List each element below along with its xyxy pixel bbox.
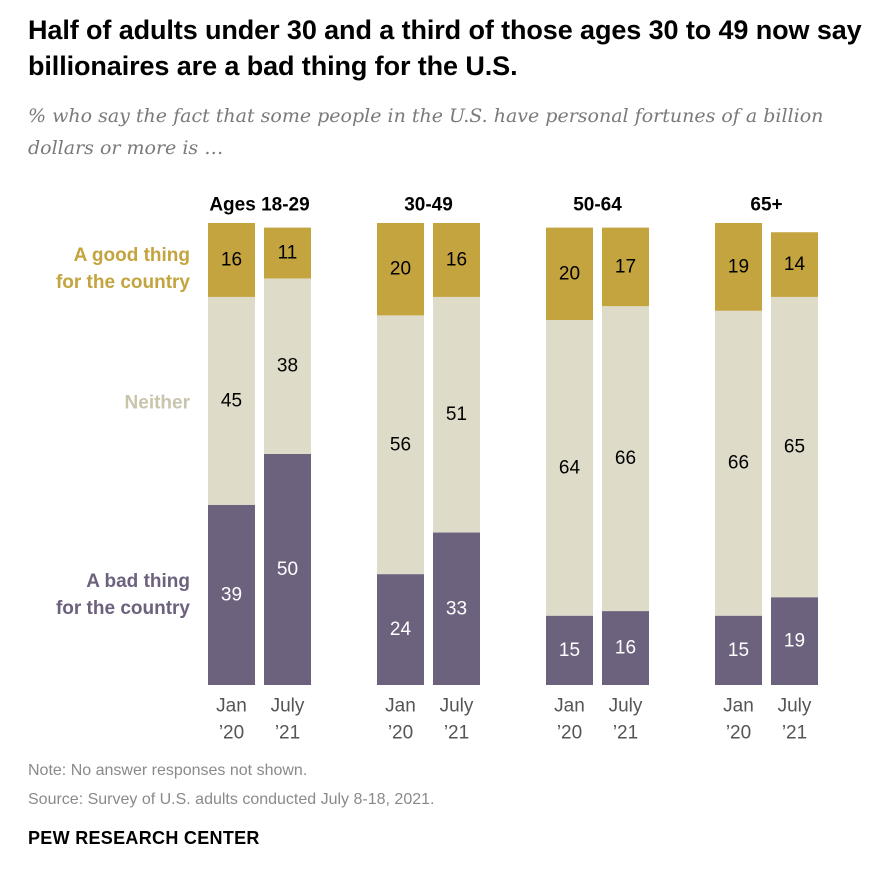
data-label-neither: 66 [728, 453, 749, 474]
period-label: ’20 [388, 723, 413, 744]
data-label-bad: 19 [784, 631, 805, 652]
period-label: Jan [385, 696, 416, 717]
period-label: Jan [723, 696, 754, 717]
period-label: ’21 [444, 723, 469, 744]
data-label-neither: 51 [446, 404, 467, 425]
period-label: ’21 [782, 723, 807, 744]
bar-segment-good [208, 223, 255, 297]
bar-segment-bad [546, 615, 593, 685]
data-label-good: 11 [278, 243, 298, 264]
bar-segment-neither [433, 296, 480, 533]
data-label-good: 20 [559, 263, 580, 284]
bar-segment-good [433, 223, 480, 297]
data-label-good: 17 [615, 256, 636, 277]
bar-segment-good [377, 223, 424, 316]
series-label-good: A good thing [74, 245, 190, 266]
pew-research-center-logo: PEW RESEARCH CENTER [28, 828, 260, 848]
bar-segment-bad [433, 532, 480, 685]
bar-segment-neither [546, 320, 593, 616]
data-label-good: 20 [390, 259, 411, 280]
period-label: ’21 [275, 723, 300, 744]
group-label: 30-49 [404, 195, 453, 216]
bar-segment-bad [264, 454, 311, 685]
group-label: 50-64 [573, 195, 622, 216]
bar-segment-neither [264, 278, 311, 454]
data-label-neither: 56 [390, 434, 411, 455]
bar-segment-bad [208, 504, 255, 685]
bar-segment-bad [602, 611, 649, 685]
period-label: July [778, 696, 812, 717]
data-label-neither: 64 [559, 457, 581, 478]
data-label-bad: 15 [559, 640, 580, 661]
bar-segment-neither [208, 296, 255, 505]
period-label: ’20 [726, 723, 751, 744]
period-label: Jan [216, 696, 247, 717]
series-label-neither: Neither [125, 393, 191, 414]
bar-segment-neither [377, 315, 424, 575]
data-label-bad: 39 [221, 584, 242, 605]
data-label-good: 16 [221, 249, 242, 270]
series-label-good: for the country [56, 272, 190, 293]
chart-source: Source: Survey of U.S. adults conducted … [28, 791, 435, 808]
bar-segment-good [546, 227, 593, 321]
period-label: ’21 [613, 723, 638, 744]
group-label: Ages 18-29 [209, 195, 309, 216]
bar-segment-bad [715, 615, 762, 685]
data-label-good: 19 [728, 256, 749, 277]
data-label-neither: 66 [615, 448, 636, 469]
data-label-good: 14 [784, 254, 806, 275]
bar-segment-good [715, 223, 762, 311]
data-label-bad: 15 [728, 640, 749, 661]
data-label-bad: 33 [446, 598, 467, 619]
data-label-bad: 24 [390, 619, 412, 640]
chart-subtitle: % who say the fact that some people in t… [28, 105, 824, 159]
bar-segment-good [771, 232, 818, 297]
period-label: ’20 [219, 723, 244, 744]
data-label-neither: 45 [221, 390, 242, 411]
bar-segment-neither [602, 306, 649, 612]
bar-segment-good [264, 227, 311, 279]
stacked-bar-chart: A good thing for the country Neither A bad … [56, 195, 818, 744]
bar-segment-bad [377, 574, 424, 685]
data-label-bad: 50 [277, 559, 298, 580]
bar-segment-bad [771, 597, 818, 685]
series-label-bad: for the country [56, 598, 190, 619]
data-label-good: 16 [446, 249, 467, 270]
period-label: ’20 [557, 723, 582, 744]
period-label: July [271, 696, 305, 717]
data-label-neither: 38 [277, 356, 298, 377]
group-label: 65+ [750, 195, 782, 216]
chart-note: Note: No answer responses not shown. [28, 762, 308, 779]
bar-segment-good [602, 227, 649, 307]
series-label-bad: A bad thing [86, 571, 190, 592]
chart-title: Half of adults under 30 and a third of t… [28, 15, 862, 81]
period-label: Jan [554, 696, 585, 717]
period-label: July [440, 696, 474, 717]
period-label: July [609, 696, 643, 717]
bar-segment-neither [715, 310, 762, 616]
data-label-bad: 16 [615, 638, 636, 659]
data-label-neither: 65 [784, 437, 805, 458]
bar-segment-neither [771, 296, 818, 598]
